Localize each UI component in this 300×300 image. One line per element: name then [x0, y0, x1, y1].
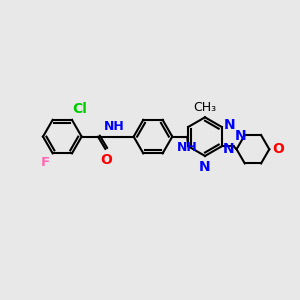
Text: NH: NH [177, 141, 197, 154]
Text: CH₃: CH₃ [194, 101, 217, 114]
Text: N: N [223, 142, 234, 156]
Text: N: N [199, 160, 211, 173]
Text: F: F [41, 156, 50, 169]
Text: O: O [100, 153, 112, 167]
Text: N: N [235, 129, 246, 143]
Text: Cl: Cl [73, 102, 87, 116]
Text: NH: NH [104, 120, 125, 133]
Text: N: N [224, 118, 236, 133]
Text: O: O [272, 142, 284, 156]
